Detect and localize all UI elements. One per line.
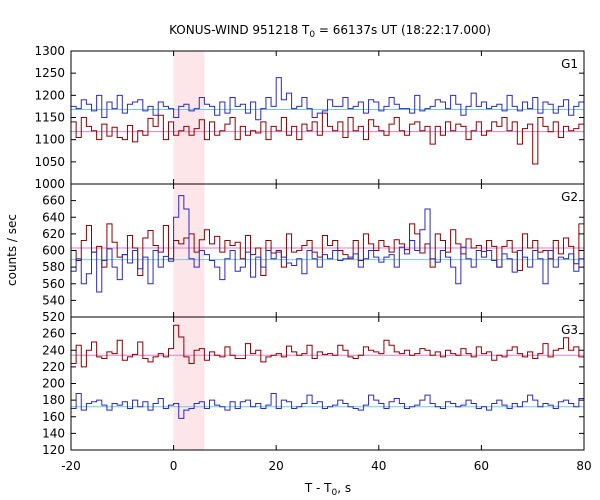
chart-title-subscript: 0	[309, 30, 315, 40]
y-tick-label: 220	[42, 360, 65, 374]
x-axis-label-rest: , s	[337, 481, 351, 495]
series-red-line	[71, 324, 584, 368]
highlight-band	[173, 317, 205, 450]
chart-title-main: KONUS-WIND 951218 T	[169, 23, 310, 37]
x-tick-label: -20	[61, 459, 81, 473]
y-tick-label: 140	[42, 426, 65, 440]
panel-label: G3	[561, 323, 578, 337]
x-axis-label: T - T0, s	[304, 481, 351, 498]
series-blue-line	[71, 195, 584, 293]
x-tick-label: 40	[371, 459, 386, 473]
y-tick-label: 260	[42, 327, 65, 341]
y-tick-label: 520	[42, 310, 65, 324]
y-tick-label: 1250	[34, 66, 65, 80]
series-blue-line	[71, 392, 584, 419]
y-tick-label: 1100	[34, 133, 65, 147]
y-tick-label: 1000	[34, 177, 65, 191]
y-tick-label: 660	[42, 194, 65, 208]
y-tick-label: 1050	[34, 155, 65, 169]
panel-g2: 520 540 560 580 600 620 640 660 G2	[42, 183, 585, 324]
chart-title: KONUS-WIND 951218 T0 = 66137s UT (18:22:…	[169, 23, 491, 40]
y-tick-label: 1150	[34, 111, 65, 125]
y-tick-label: 120	[42, 443, 65, 457]
y-tick-label: 160	[42, 410, 65, 424]
y-tick-label: 1300	[34, 44, 65, 58]
x-tick-label: 60	[474, 459, 489, 473]
panel-g3: 120 140 160 180 200 220 240 260 G3	[42, 316, 585, 457]
y-tick-label: 620	[42, 227, 65, 241]
y-axis-label: counts / sec	[5, 214, 19, 286]
y-tick-label: 1200	[34, 88, 65, 102]
y-tick-label: 540	[42, 293, 65, 307]
series-blue-line	[71, 77, 584, 121]
panel-g1: 1000 1050 1100 1150 1200 1250 1300 G1	[34, 44, 585, 191]
y-tick-label: 580	[42, 260, 65, 274]
x-tick-label: 0	[170, 459, 178, 473]
panel-label: G2	[561, 190, 578, 204]
y-tick-label: 240	[42, 343, 65, 357]
x-tick-label: 20	[269, 459, 284, 473]
x-axis-label-subscript: 0	[332, 488, 338, 498]
x-axis-label-main: T - T	[304, 481, 332, 495]
y-tick-label: 600	[42, 244, 65, 258]
panels-group: 1000105011001150120012501300G15205405605…	[34, 44, 591, 473]
panel-frame	[70, 316, 585, 451]
panel-label: G1	[561, 57, 578, 71]
chart-title-rest: = 66137s UT (18:22:17.000)	[315, 23, 491, 37]
y-tick-label: 560	[42, 277, 65, 291]
y-tick-label: 200	[42, 377, 65, 391]
series-red-line	[71, 112, 584, 165]
x-tick-label: 80	[576, 459, 591, 473]
y-tick-label: 640	[42, 210, 65, 224]
y-tick-label: 180	[42, 393, 65, 407]
panel-frame	[70, 183, 585, 318]
